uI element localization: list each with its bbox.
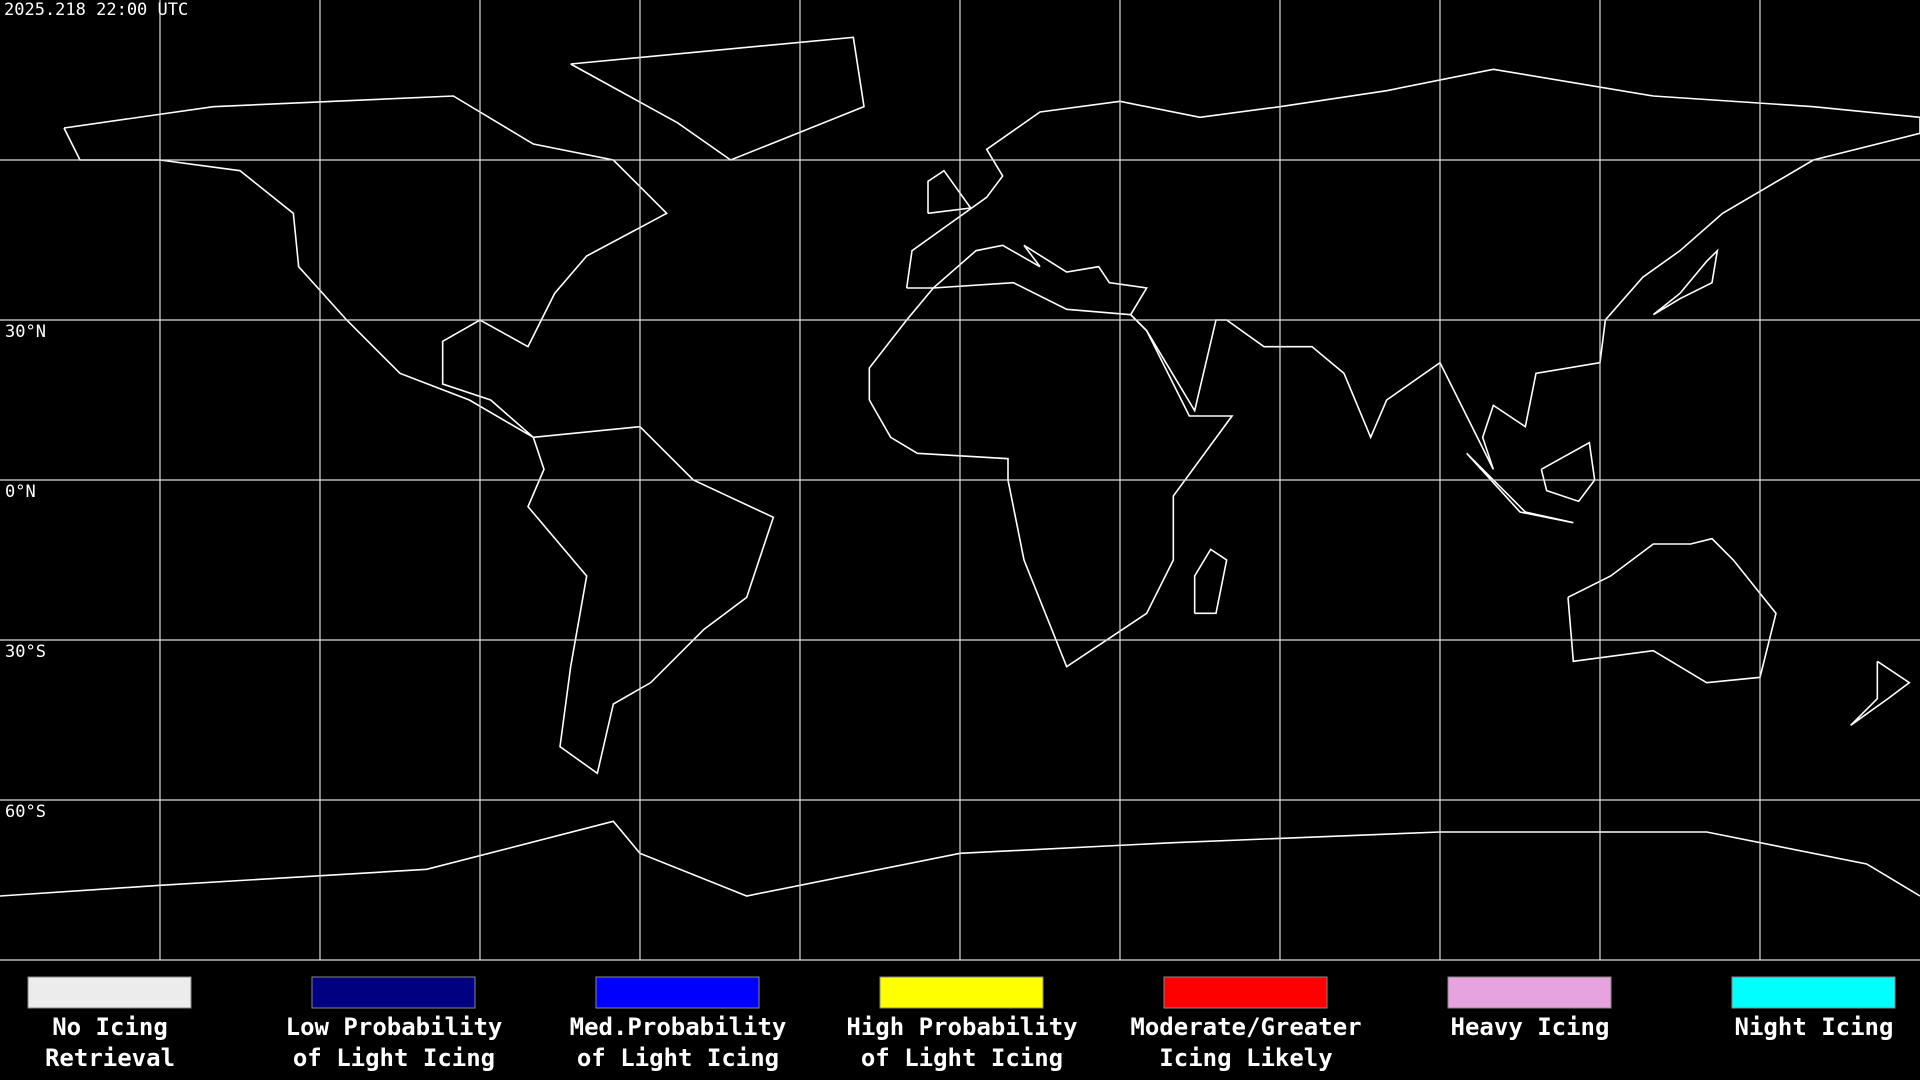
latitude-label: 30°S [5,642,46,662]
legend-label: High Probability [846,1013,1077,1041]
coastline [905,68,1920,470]
latitude-labels: 30°N 0°N 30°S 60°S [5,322,46,822]
coastline [63,95,668,439]
legend-label: Heavy Icing [1451,1013,1610,1041]
legend-swatch [1731,976,1896,1009]
coastline [1193,548,1228,615]
legend-swatch [595,976,760,1009]
legend-label: Moderate/Greater [1130,1013,1361,1041]
coastline [1850,660,1911,726]
latitude-label: 0°N [5,482,36,502]
legend-label: Med.Probability [570,1013,787,1041]
legend-label: Low Probability [286,1013,503,1041]
coastline [0,820,1920,897]
latitude-label: 30°N [5,322,46,342]
legend-swatch [1163,976,1328,1009]
legend-label: of Light Icing [577,1044,779,1072]
legend-swatch [1447,976,1612,1009]
legend-swatch [311,976,476,1009]
graticule [0,0,1920,961]
latitude-label: 60°S [5,802,46,822]
legend-label: of Light Icing [861,1044,1063,1072]
legend: No Icing Retrieval Low Probability of Light… [27,976,1896,1072]
legend-label: Icing Likely [1159,1044,1332,1072]
timestamp: 2025.218 22:00 UTC [4,0,188,20]
coastline [1466,452,1574,524]
coastline [1652,248,1719,316]
legend-label: No Icing [52,1013,168,1041]
legend-swatch [27,976,192,1009]
legend-label: Night Icing [1735,1013,1894,1041]
coastline [927,169,973,215]
coastline [1567,537,1777,684]
coastline [1540,441,1596,503]
coastline [570,36,865,161]
legend-label: of Light Icing [293,1044,495,1072]
legend-label: Retrieval [45,1044,175,1072]
legend-swatch [879,976,1044,1009]
coastline [527,425,775,775]
